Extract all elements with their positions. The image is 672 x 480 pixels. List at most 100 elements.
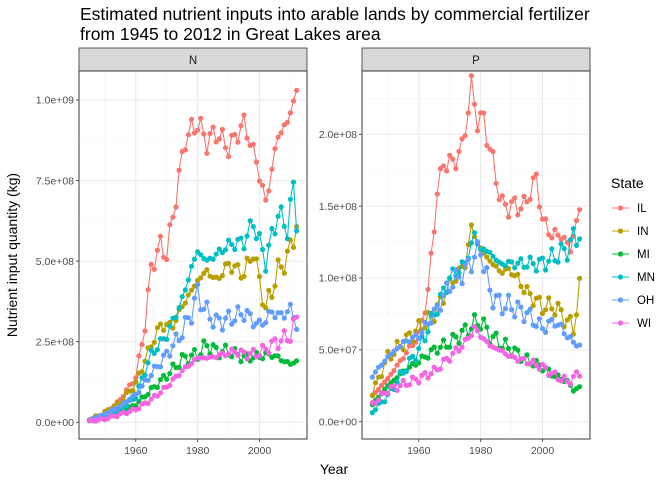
data-point-in [154, 325, 160, 331]
data-point-oh [167, 353, 173, 359]
data-point-wi [512, 354, 518, 360]
data-point-mn [524, 264, 530, 270]
data-point-wi [577, 373, 583, 379]
data-point-in [379, 374, 385, 380]
data-point-mn [148, 347, 154, 353]
data-point-mn [290, 179, 297, 185]
data-point-il [222, 145, 229, 151]
data-point-oh [226, 308, 232, 314]
y-axis-title: Nutrient input quantity (kg) [4, 173, 20, 337]
legend-item-il: IL [612, 203, 647, 215]
data-point-wi [394, 387, 400, 393]
x-tick-label: 1960 [124, 445, 148, 457]
data-point-il [256, 178, 263, 184]
data-point-mn [154, 347, 160, 353]
data-point-mn [570, 226, 577, 232]
data-point-il [201, 131, 207, 137]
y-tick-label: 5.0e+08 [36, 256, 74, 268]
data-point-mn [530, 261, 536, 267]
data-point-wi [499, 348, 505, 354]
data-point-il [238, 123, 244, 129]
data-point-wi [437, 366, 443, 372]
data-point-wi [226, 351, 232, 357]
data-point-mn [198, 252, 204, 258]
data-point-il [444, 168, 450, 174]
data-point-oh [263, 320, 269, 326]
data-point-oh [157, 364, 164, 370]
x-tick-label: 2000 [248, 445, 272, 457]
data-point-wi [474, 328, 481, 334]
data-point-mn [567, 237, 574, 243]
data-point-wi [406, 382, 413, 388]
data-point-mn [558, 241, 564, 247]
y-tick-label: 2.5e+08 [36, 336, 74, 348]
data-point-il [142, 328, 148, 334]
data-point-oh [256, 317, 263, 323]
data-point-il [250, 141, 256, 147]
data-point-mi [182, 353, 188, 359]
data-point-il [481, 110, 487, 116]
data-point-mn [238, 235, 244, 241]
data-point-il [400, 356, 406, 362]
data-point-oh [447, 288, 453, 295]
data-point-mn [244, 233, 250, 239]
data-point-il [157, 233, 164, 239]
data-point-oh [465, 256, 471, 262]
legend-label-il: IL [637, 203, 647, 215]
data-point-mn [216, 246, 222, 252]
data-point-il [170, 214, 176, 220]
data-point-il [394, 362, 400, 368]
data-point-mn [518, 256, 524, 262]
data-point-oh [561, 331, 567, 337]
data-point-wi [484, 338, 490, 344]
data-point-mi [431, 344, 437, 350]
data-point-mn [222, 247, 229, 253]
data-point-il [515, 212, 521, 218]
y-tick-label: 2.0e+08 [319, 129, 357, 141]
data-point-oh [437, 307, 443, 313]
data-point-in [558, 307, 564, 313]
data-point-il [198, 115, 204, 121]
data-point-il [210, 124, 216, 130]
data-point-wi [145, 401, 151, 407]
data-point-il [278, 130, 284, 136]
data-point-oh [188, 320, 195, 326]
data-point-wi [422, 370, 428, 376]
data-point-il [499, 193, 505, 199]
data-point-mn [512, 265, 518, 271]
data-point-wi [235, 352, 241, 358]
data-point-mn [253, 236, 259, 242]
data-point-il [294, 87, 300, 93]
data-point-in [253, 256, 259, 262]
data-point-in [219, 273, 225, 279]
data-point-in [235, 262, 241, 268]
data-point-in [567, 313, 574, 319]
data-point-oh [444, 280, 450, 286]
data-point-wi [450, 350, 456, 356]
data-point-mn [179, 294, 185, 300]
data-point-il [164, 256, 170, 263]
data-point-mn [471, 230, 478, 236]
data-point-oh [577, 342, 583, 348]
data-point-oh [487, 287, 493, 293]
data-point-in [369, 393, 375, 399]
data-point-mi [471, 312, 478, 318]
data-point-oh [170, 343, 176, 349]
data-point-il [241, 112, 247, 118]
data-point-mn [561, 245, 567, 252]
panel-p: P 1960 1980 2000 0.0e+00 5.0e+07 1.0e+08 1.5e+… [319, 47, 591, 457]
data-point-oh [281, 315, 287, 321]
data-point-mn [416, 345, 422, 351]
data-point-oh [521, 319, 527, 325]
data-point-in [229, 269, 235, 275]
data-point-in [281, 270, 287, 276]
data-point-wi [275, 345, 281, 352]
data-point-il [543, 216, 549, 222]
data-point-mi [505, 345, 512, 352]
data-point-il [275, 134, 281, 140]
data-point-il [440, 163, 447, 169]
data-point-il [287, 110, 293, 116]
data-point-mn [434, 311, 440, 317]
data-point-wi [570, 373, 577, 379]
data-point-oh [379, 362, 385, 368]
